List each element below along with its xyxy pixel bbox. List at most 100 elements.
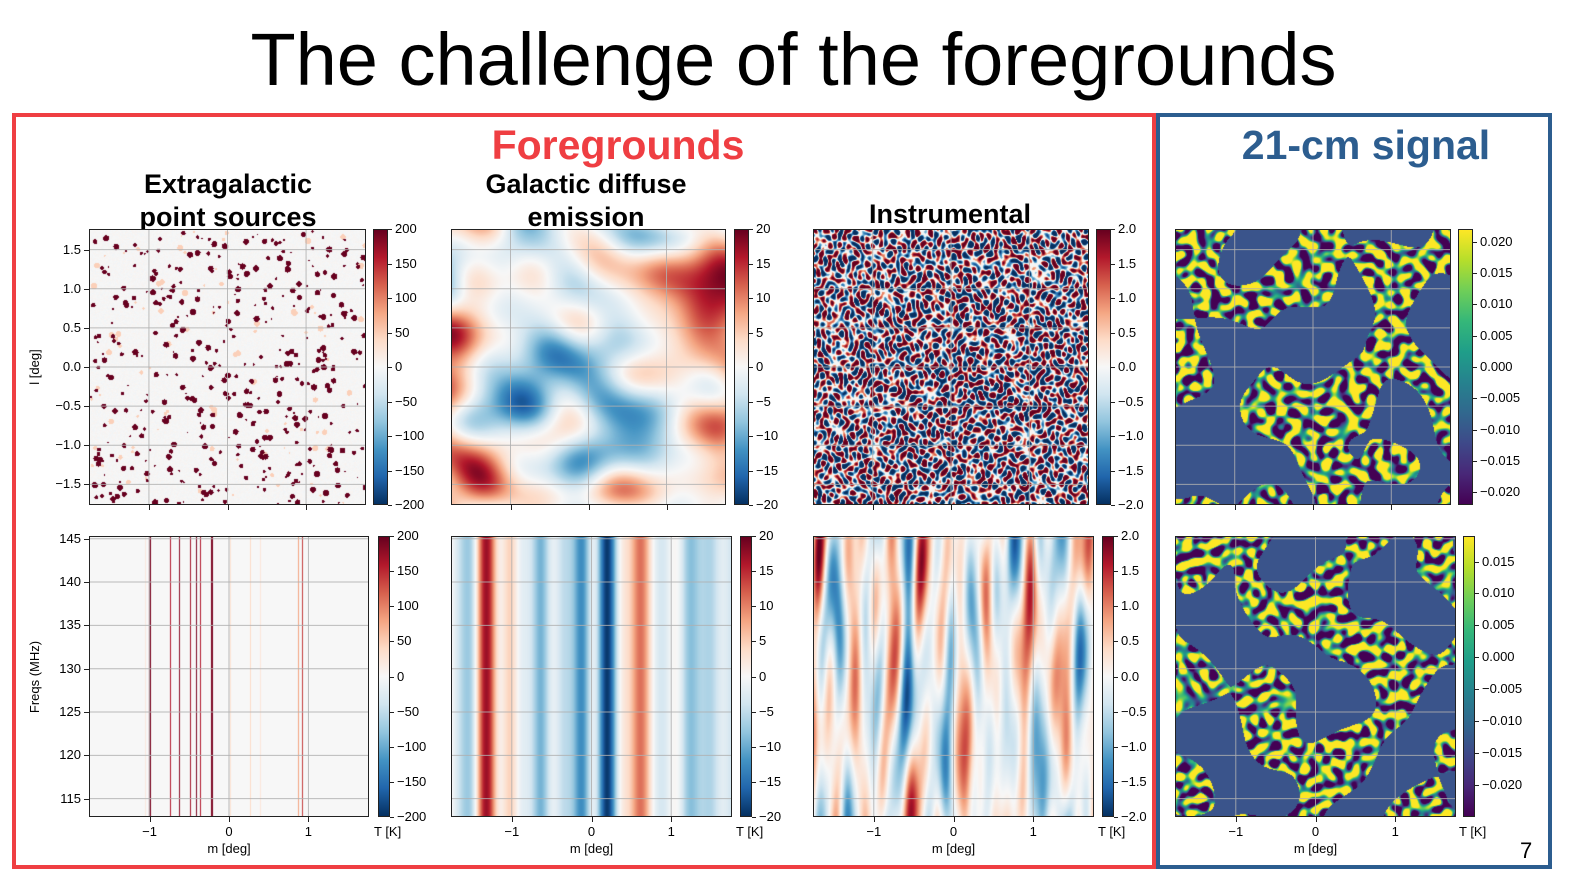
cbar-tick-label: 0.005 xyxy=(1480,327,1513,343)
x-tick-label: 1 xyxy=(667,824,675,839)
y-tick-label: −1.0 xyxy=(55,437,81,453)
cbar-tick-mark xyxy=(752,606,756,608)
cbar-tick-mark xyxy=(1114,711,1118,713)
cbar-tick-label: 0.020 xyxy=(1480,233,1513,249)
cbar-tick-mark xyxy=(749,263,753,265)
cbar-tick-label: 15 xyxy=(756,255,771,271)
cbar-tick-label: −2.0 xyxy=(1118,497,1144,512)
cbar-tick-mark xyxy=(390,746,394,748)
y-tick-label: 120 xyxy=(59,747,81,763)
cbar-tick-mark xyxy=(1111,401,1115,403)
cbar-tick-mark xyxy=(749,470,753,472)
cbar-tick-label: 200 xyxy=(395,221,417,236)
cbar-tick-label: 10 xyxy=(759,598,774,614)
cbar-tick-mark xyxy=(1114,676,1118,678)
cbar-tick-label: 0.0 xyxy=(1121,668,1140,684)
cbar-tick-label: 0.015 xyxy=(1480,264,1513,280)
cbar-tick-mark xyxy=(1114,606,1118,608)
cbar-tick-mark xyxy=(752,536,756,537)
cbar-tick-mark xyxy=(752,571,756,573)
cbar-tick-label: −150 xyxy=(395,462,425,478)
y-tick-mark xyxy=(84,445,89,447)
y-tick-label: 0.5 xyxy=(62,319,81,335)
x-tick-label: −1 xyxy=(866,824,882,839)
cbar-tick-mark xyxy=(1473,335,1477,337)
cbar-tick-label: −50 xyxy=(395,393,418,409)
x-tick-mark xyxy=(306,505,308,510)
x-tick-mark xyxy=(1033,817,1035,822)
x-tick-mark xyxy=(1313,505,1314,510)
cbar-tick-mark xyxy=(390,711,394,713)
cbar-tick-mark xyxy=(1473,367,1477,368)
cbar-tick-mark xyxy=(1111,470,1115,472)
cbar-tick-mark xyxy=(390,571,394,573)
x-tick-mark xyxy=(1029,505,1031,510)
bottom-ylabel: Freqs (MHz) xyxy=(27,640,42,714)
cbar-tick-label: −0.020 xyxy=(1482,777,1523,793)
cbar-tick-label: −0.5 xyxy=(1118,393,1144,409)
cbar-tick-label: 0.5 xyxy=(1121,633,1140,649)
x-tick-mark xyxy=(511,817,513,822)
cbar-tick-label: 50 xyxy=(395,324,410,340)
y-tick-mark xyxy=(84,798,89,800)
cbar-tick-mark xyxy=(1114,571,1118,573)
cbar-tick-mark xyxy=(1475,657,1479,659)
heatmap-panel xyxy=(89,229,366,505)
cbar-tick-label: 1.5 xyxy=(1118,255,1137,271)
cbar-tick-mark xyxy=(390,641,394,643)
cbar-tick-mark xyxy=(1111,229,1115,230)
y-tick-mark xyxy=(84,625,89,627)
cbar-tick-mark xyxy=(390,781,394,783)
cbar-tick-label: −0.005 xyxy=(1482,681,1523,697)
cbar-tick-mark xyxy=(388,229,392,230)
y-tick-mark xyxy=(84,327,89,329)
y-tick-label: 135 xyxy=(59,617,81,633)
cbar-tick-label: −20 xyxy=(759,809,782,824)
x-tick-label: 0 xyxy=(225,824,233,839)
y-tick-mark xyxy=(84,755,89,757)
cbar-tick-mark xyxy=(749,332,753,334)
cbar-tick-mark xyxy=(1475,689,1479,691)
cbar-tick-mark xyxy=(752,781,756,783)
top-ylabel: l [deg] xyxy=(27,349,42,385)
colorbar xyxy=(1463,536,1475,817)
cbar-tick-mark xyxy=(1473,461,1477,463)
x-axis-label: m [deg] xyxy=(569,841,614,856)
cbar-tick-label: 1.0 xyxy=(1121,598,1140,614)
x-axis-label: m [deg] xyxy=(1293,841,1338,856)
cbar-tick-label: 150 xyxy=(395,255,417,271)
cbar-tick-label: −0.010 xyxy=(1480,421,1521,437)
y-tick-mark xyxy=(84,582,89,584)
cbar-tick-mark xyxy=(1475,753,1479,755)
cbar-tick-mark xyxy=(390,536,394,537)
cbar-tick-label: 0 xyxy=(756,359,764,374)
cbar-tick-label: 5 xyxy=(759,633,767,649)
cbar-tick-mark xyxy=(1475,593,1479,595)
y-tick-mark xyxy=(84,288,89,290)
x-tick-label: −1 xyxy=(1228,824,1244,839)
cbar-tick-label: −0.020 xyxy=(1480,484,1521,500)
cbar-tick-label: −10 xyxy=(759,738,782,754)
cbar-tick-label: −5 xyxy=(759,703,774,719)
cbar-tick-label: −150 xyxy=(397,773,427,789)
x-tick-mark xyxy=(308,817,310,822)
cbar-tick-label: −15 xyxy=(759,773,782,789)
y-tick-label: 115 xyxy=(60,790,81,806)
x-tick-label: 0 xyxy=(1311,824,1320,839)
cbar-tick-label: 1.5 xyxy=(1121,563,1140,579)
cbar-tick-mark xyxy=(749,229,753,230)
cbar-unit-label: T [K] xyxy=(1098,824,1126,839)
cbar-tick-mark xyxy=(1475,721,1479,723)
cbar-tick-mark xyxy=(1473,241,1477,243)
cbar-tick-mark xyxy=(1114,536,1118,537)
cbar-tick-mark xyxy=(752,711,756,713)
x-axis-label: m [deg] xyxy=(931,841,976,856)
cbar-tick-mark xyxy=(752,641,756,643)
y-tick-label: −1.5 xyxy=(55,476,81,492)
heatmap-panel xyxy=(813,229,1089,505)
cbar-tick-label: 2.0 xyxy=(1121,528,1140,543)
x-tick-mark xyxy=(1235,817,1237,822)
cbar-tick-label: 0.5 xyxy=(1118,324,1137,340)
x-tick-mark xyxy=(953,817,955,822)
cbar-tick-mark xyxy=(752,676,756,678)
